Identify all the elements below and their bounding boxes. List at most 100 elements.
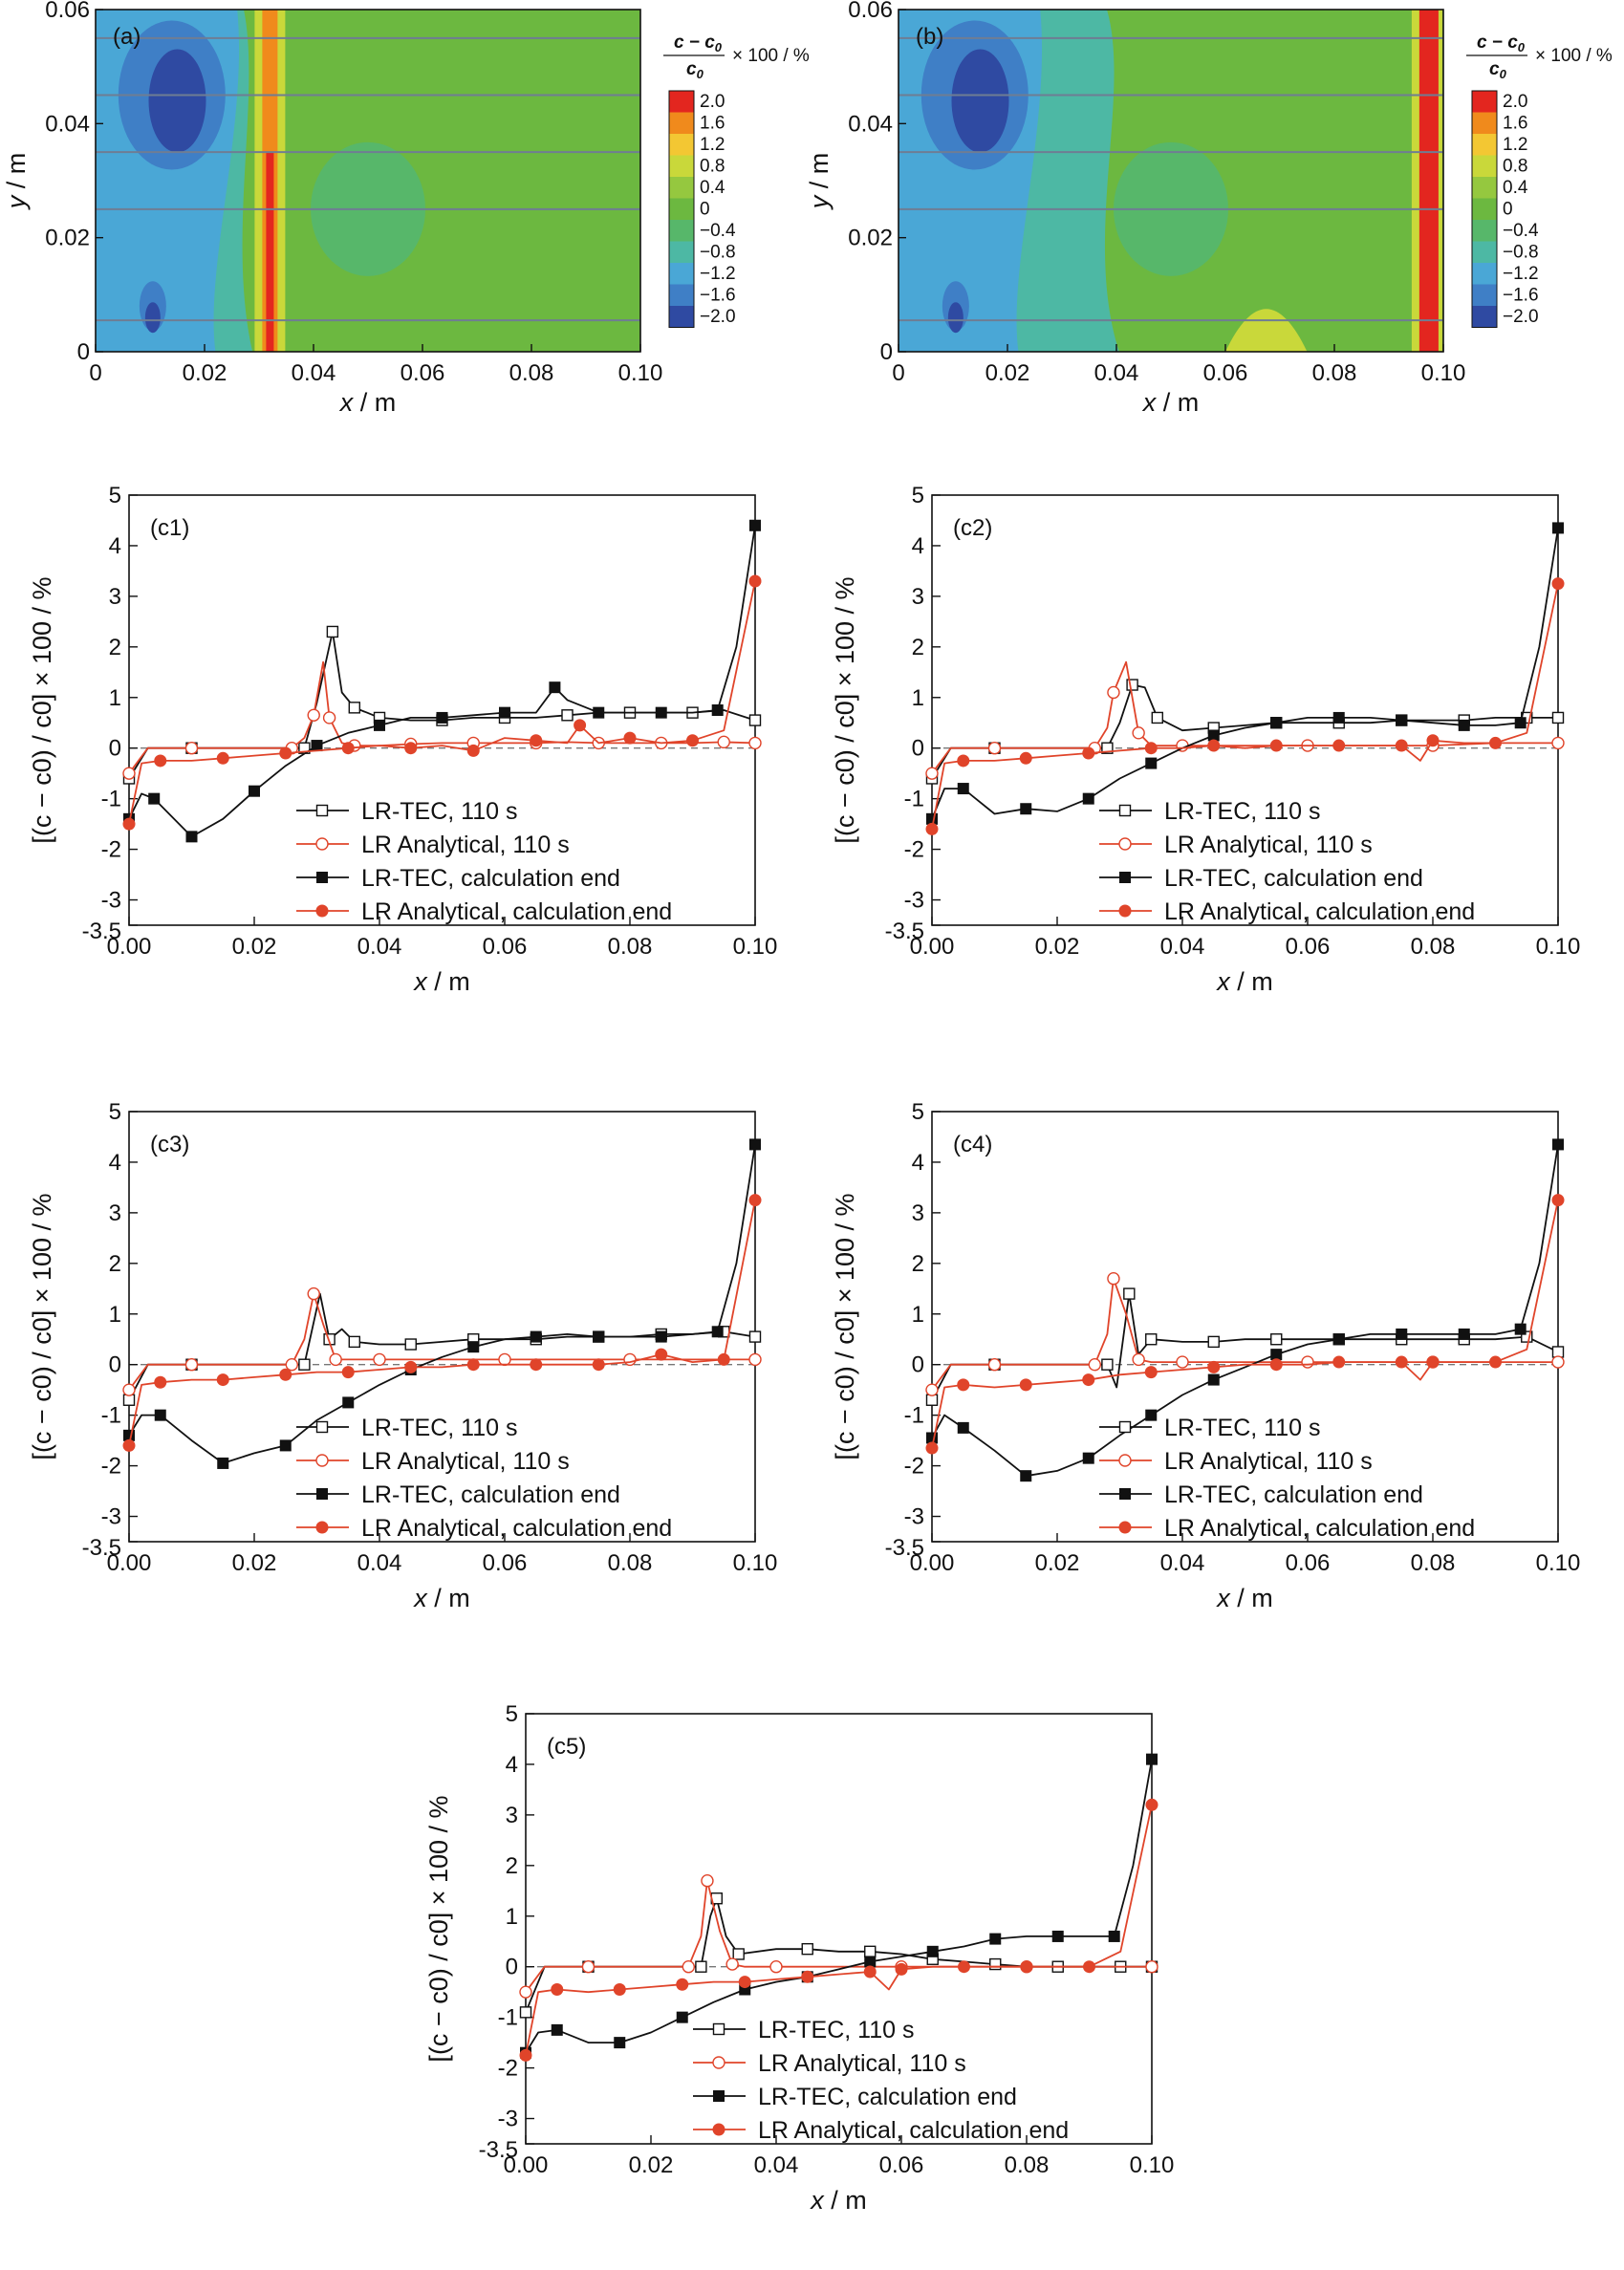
x-tick-label: 0.06 bbox=[1286, 1550, 1331, 1576]
y-tick-label: -3.5 bbox=[885, 919, 924, 944]
x-axis-label: x / m bbox=[1141, 388, 1200, 417]
legend-label: LR-TEC, calculation end bbox=[758, 2084, 1017, 2110]
colorbar-level-label: −1.6 bbox=[700, 286, 736, 306]
data-point-marker bbox=[957, 783, 969, 795]
data-point-marker bbox=[925, 822, 939, 835]
data-point-marker bbox=[404, 1338, 417, 1351]
data-point-marker bbox=[1107, 1272, 1120, 1286]
colorbar-title-denominator: c0 bbox=[1489, 59, 1507, 81]
data-point-marker bbox=[1552, 1138, 1564, 1151]
data-point-marker bbox=[1119, 872, 1131, 883]
y-tick-label: 3 bbox=[109, 1200, 121, 1226]
plot-area bbox=[931, 1111, 1559, 1543]
data-point-marker bbox=[436, 711, 448, 724]
line-chart-c3: 0.00 0.02 0.04 0.06 0.08 0.10 5 4 3 2 1 0 -1 -2 -3 -3.5… bbox=[28, 1099, 777, 1612]
x-tick-label: 0.04 bbox=[754, 2152, 799, 2178]
colorbar-swatch bbox=[669, 263, 694, 285]
data-point-marker bbox=[592, 1358, 605, 1372]
x-tick-label: 0.02 bbox=[232, 934, 277, 960]
panel-label: (a) bbox=[113, 24, 141, 50]
data-point-marker bbox=[404, 1360, 418, 1373]
line-chart-c5: 0.00 0.02 0.04 0.06 0.08 0.10 5 4 3 2 1 0 -1 -2 -3 -3.5… bbox=[424, 1701, 1174, 2215]
x-tick-label: 0.08 bbox=[509, 360, 554, 386]
data-point-marker bbox=[801, 1970, 814, 1983]
y-tick-label: 0 bbox=[880, 339, 893, 365]
data-point-marker bbox=[738, 1976, 751, 1989]
data-point-marker bbox=[725, 1957, 739, 1971]
x-tick-label: 0.04 bbox=[357, 934, 402, 960]
data-point-marker bbox=[655, 1330, 667, 1343]
colorbar-swatch bbox=[669, 198, 694, 220]
x-tick-label: 0.10 bbox=[1536, 1550, 1581, 1576]
legend-label: LR-TEC, 110 s bbox=[1164, 1415, 1320, 1441]
data-point-marker bbox=[1132, 726, 1145, 740]
legend-label: LR Analytical, 110 s bbox=[758, 2050, 966, 2077]
data-point-marker bbox=[1207, 1335, 1220, 1349]
y-tick-label: -1 bbox=[904, 787, 924, 812]
series-line bbox=[128, 1144, 756, 1464]
data-point-marker bbox=[519, 1985, 532, 1999]
data-point-marker bbox=[316, 872, 328, 883]
data-point-marker bbox=[895, 1962, 908, 1976]
data-point-marker bbox=[1332, 1355, 1346, 1369]
colorbar-level-label: 2.0 bbox=[1503, 92, 1527, 112]
data-point-marker bbox=[348, 702, 360, 714]
data-point-marker bbox=[769, 1960, 783, 1974]
y-tick-label: 4 bbox=[912, 533, 924, 559]
y-axis-label: y / m bbox=[2, 153, 31, 211]
data-point-marker bbox=[701, 1874, 714, 1888]
data-point-marker bbox=[1332, 1333, 1345, 1346]
legend-label: LR-TEC, calculation end bbox=[1164, 1481, 1423, 1508]
colorbar-swatch bbox=[1472, 134, 1497, 156]
data-point-marker bbox=[342, 1396, 355, 1409]
data-point-marker bbox=[315, 837, 329, 851]
data-point-marker bbox=[322, 711, 336, 724]
colorbar-level-label: 1.6 bbox=[700, 114, 725, 134]
axis-ticks: 0 0.02 0.04 0.06 0.08 0.10 0 0.02 0.04 0.06 bbox=[848, 0, 1465, 386]
contour-region bbox=[148, 49, 206, 153]
data-point-marker bbox=[551, 1983, 564, 1997]
data-point-marker bbox=[1269, 739, 1283, 752]
series-line bbox=[931, 1200, 1559, 1449]
data-point-marker bbox=[279, 1439, 292, 1452]
x-tick-label: 0.04 bbox=[1094, 360, 1139, 386]
data-point-marker bbox=[249, 785, 260, 797]
x-tick-label: 0.02 bbox=[183, 360, 227, 386]
data-point-marker bbox=[686, 734, 699, 747]
colorbar-level-label: −1.6 bbox=[1503, 286, 1539, 306]
colorbar-title-suffix: × 100 / % bbox=[1535, 46, 1613, 66]
colorbar-level-label: −0.4 bbox=[700, 221, 736, 241]
data-point-marker bbox=[712, 2022, 725, 2036]
data-point-marker bbox=[1489, 1355, 1502, 1369]
colorbar-level-label: −2.0 bbox=[1503, 307, 1539, 327]
y-tick-label: 3 bbox=[109, 584, 121, 610]
x-tick-label: 0.00 bbox=[910, 1550, 955, 1576]
data-point-marker bbox=[549, 681, 561, 694]
plot-area bbox=[128, 494, 756, 926]
x-tick-label: 0.10 bbox=[1536, 934, 1581, 960]
data-point-marker bbox=[122, 1394, 136, 1406]
x-tick-label: 0.04 bbox=[357, 1550, 402, 1576]
y-tick-label: -3.5 bbox=[885, 1535, 924, 1561]
data-point-marker bbox=[499, 706, 510, 719]
data-point-marker bbox=[1269, 1358, 1283, 1372]
colorbar-level-label: −2.0 bbox=[700, 307, 736, 327]
y-tick-label: 1 bbox=[912, 1302, 924, 1328]
x-tick-label: 0.04 bbox=[292, 360, 336, 386]
data-point-marker bbox=[1101, 1358, 1114, 1371]
panel-label: (b) bbox=[916, 24, 943, 50]
data-point-marker bbox=[623, 1352, 637, 1367]
colorbar-level-label: 1.2 bbox=[1503, 135, 1527, 155]
data-point-marker bbox=[1123, 1287, 1136, 1300]
legend-label: LR-TEC, 110 s bbox=[758, 2017, 914, 2043]
data-point-marker bbox=[315, 904, 329, 918]
data-point-marker bbox=[748, 736, 762, 750]
data-point-marker bbox=[989, 1933, 1002, 1945]
y-tick-label: 0.04 bbox=[45, 111, 90, 137]
data-point-marker bbox=[551, 2023, 563, 2036]
data-point-marker bbox=[530, 734, 543, 747]
colorbar-swatch bbox=[1472, 241, 1497, 263]
colorbar-level-label: −1.2 bbox=[1503, 264, 1539, 284]
data-point-marker bbox=[1020, 1960, 1033, 1974]
y-tick-label: 0.06 bbox=[848, 0, 893, 23]
